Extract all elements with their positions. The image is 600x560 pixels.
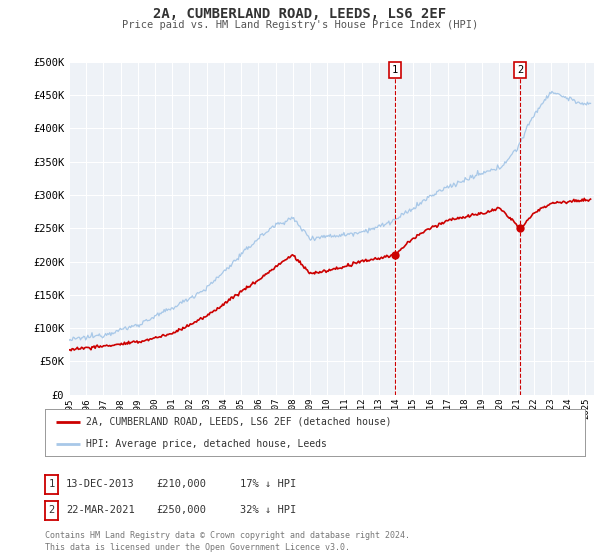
Text: HPI: Average price, detached house, Leeds: HPI: Average price, detached house, Leed… [86, 438, 326, 449]
Text: 2: 2 [517, 66, 523, 75]
Text: 13-DEC-2013: 13-DEC-2013 [66, 479, 135, 489]
Text: £210,000: £210,000 [156, 479, 206, 489]
Text: Price paid vs. HM Land Registry's House Price Index (HPI): Price paid vs. HM Land Registry's House … [122, 20, 478, 30]
Text: 2A, CUMBERLAND ROAD, LEEDS, LS6 2EF (detached house): 2A, CUMBERLAND ROAD, LEEDS, LS6 2EF (det… [86, 417, 391, 427]
Text: 2A, CUMBERLAND ROAD, LEEDS, LS6 2EF: 2A, CUMBERLAND ROAD, LEEDS, LS6 2EF [154, 7, 446, 21]
Text: £250,000: £250,000 [156, 505, 206, 515]
Text: 22-MAR-2021: 22-MAR-2021 [66, 505, 135, 515]
Text: 2: 2 [49, 505, 55, 515]
Text: Contains HM Land Registry data © Crown copyright and database right 2024.
This d: Contains HM Land Registry data © Crown c… [45, 531, 410, 552]
Text: 32% ↓ HPI: 32% ↓ HPI [240, 505, 296, 515]
Text: 1: 1 [49, 479, 55, 489]
Text: 1: 1 [392, 66, 398, 75]
Text: 17% ↓ HPI: 17% ↓ HPI [240, 479, 296, 489]
